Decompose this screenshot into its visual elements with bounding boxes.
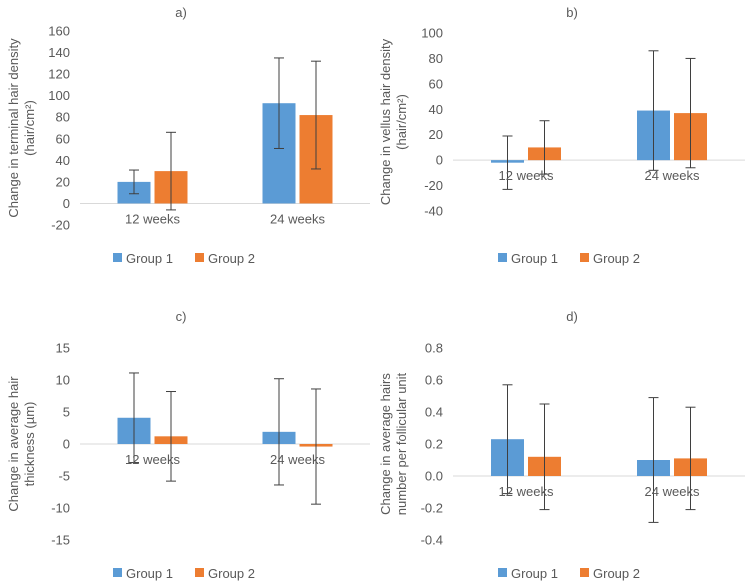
y-axis-label: Change in average hair bbox=[6, 376, 21, 512]
legend-swatch bbox=[195, 568, 204, 577]
y-tick-label: 0 bbox=[436, 153, 443, 168]
y-tick-label: 40 bbox=[56, 153, 70, 168]
legend-entry: Group 2 bbox=[208, 566, 255, 581]
legend-entry: Group 2 bbox=[593, 566, 640, 581]
chart-panel-3: c) Change in average hair thickness (µm) -1… bbox=[6, 309, 370, 581]
x-tick-label: 12 weeks bbox=[125, 211, 180, 226]
x-tick-label: 24 weeks bbox=[645, 484, 700, 499]
legend-swatch bbox=[113, 253, 122, 262]
legend-swatch bbox=[498, 568, 507, 577]
legend-entry: Group 2 bbox=[208, 251, 255, 266]
y-tick-label: 20 bbox=[429, 127, 443, 142]
legend-entry: Group 1 bbox=[126, 251, 173, 266]
y-tick-label: 0 bbox=[63, 437, 70, 452]
x-tick-label: 24 weeks bbox=[270, 211, 325, 226]
chart-panel-1: a) Change in terminal hair density (hair/c… bbox=[6, 5, 370, 266]
y-tick-label: 60 bbox=[429, 76, 443, 91]
y-axis-label: (hair/cm²) bbox=[22, 100, 37, 156]
legend-entry: Group 2 bbox=[593, 251, 640, 266]
y-tick-label: -0.2 bbox=[421, 501, 443, 516]
y-tick-label: 60 bbox=[56, 131, 70, 146]
y-tick-label: 140 bbox=[48, 45, 70, 60]
x-tick-label: 12 weeks bbox=[499, 484, 554, 499]
x-tick-label: 12 weeks bbox=[125, 452, 180, 467]
chart-title: b) bbox=[566, 5, 578, 20]
legend-swatch bbox=[580, 568, 589, 577]
y-tick-label: 80 bbox=[56, 110, 70, 125]
y-tick-label: -40 bbox=[424, 204, 443, 219]
y-tick-label: -5 bbox=[58, 469, 70, 484]
legend-entry: Group 1 bbox=[126, 566, 173, 581]
y-tick-label: -10 bbox=[51, 501, 70, 516]
chart-panel-2: b) Change in vellus hair density (hair/cm²… bbox=[378, 5, 745, 266]
y-tick-label: 5 bbox=[63, 405, 70, 420]
y-tick-label: -15 bbox=[51, 533, 70, 548]
y-tick-label: 0 bbox=[63, 196, 70, 211]
y-tick-label: 100 bbox=[48, 88, 70, 103]
chart-panel-4: d) Change in average hairs number per foll… bbox=[378, 309, 745, 581]
y-tick-label: -20 bbox=[424, 178, 443, 193]
legend-entry: Group 1 bbox=[511, 251, 558, 266]
y-tick-label: 80 bbox=[429, 51, 443, 66]
legend-swatch bbox=[580, 253, 589, 262]
y-tick-label: 40 bbox=[429, 102, 443, 117]
chart-title: a) bbox=[175, 5, 187, 20]
y-tick-label: -0.4 bbox=[421, 533, 443, 548]
y-tick-label: 0.4 bbox=[425, 405, 443, 420]
x-tick-label: 24 weeks bbox=[645, 168, 700, 183]
y-tick-label: 160 bbox=[48, 24, 70, 39]
x-tick-label: 24 weeks bbox=[270, 452, 325, 467]
y-tick-label: 10 bbox=[56, 373, 70, 388]
y-tick-label: 0.0 bbox=[425, 469, 443, 484]
legend-entry: Group 1 bbox=[511, 566, 558, 581]
y-axis-label: thickness (µm) bbox=[22, 402, 37, 487]
legend-swatch bbox=[195, 253, 204, 262]
y-tick-label: 0.2 bbox=[425, 437, 443, 452]
y-axis-label: Change in average hairs bbox=[378, 373, 393, 515]
y-axis-label: number per follicular unit bbox=[394, 372, 409, 515]
y-tick-label: -20 bbox=[51, 218, 70, 233]
chart-title: d) bbox=[566, 309, 578, 324]
y-tick-label: 20 bbox=[56, 174, 70, 189]
y-tick-label: 100 bbox=[421, 26, 443, 41]
y-axis-label: (hair/cm²) bbox=[394, 94, 409, 150]
y-axis-label: Change in terminal hair density bbox=[6, 38, 21, 218]
y-axis-label: Change in vellus hair density bbox=[378, 38, 393, 205]
y-tick-label: 0.8 bbox=[425, 341, 443, 356]
chart-title: c) bbox=[176, 309, 187, 324]
legend-swatch bbox=[113, 568, 122, 577]
legend-swatch bbox=[498, 253, 507, 262]
y-tick-label: 0.6 bbox=[425, 373, 443, 388]
y-tick-label: 120 bbox=[48, 67, 70, 82]
x-tick-label: 12 weeks bbox=[499, 168, 554, 183]
y-tick-label: 15 bbox=[56, 341, 70, 356]
